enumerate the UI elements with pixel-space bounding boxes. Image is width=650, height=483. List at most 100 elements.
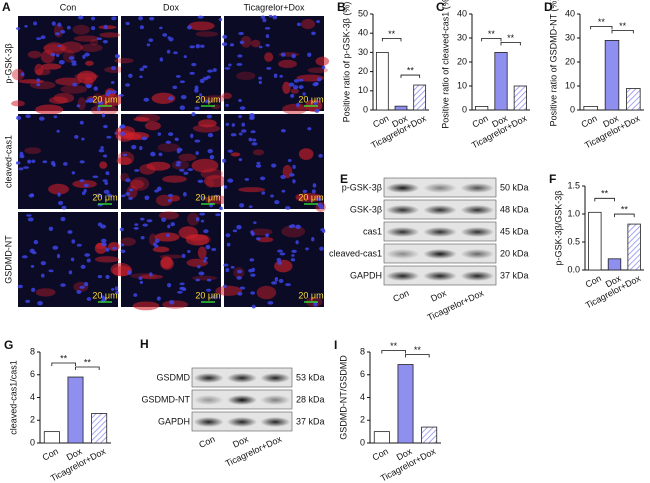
nucleus <box>316 20 320 24</box>
nucleus <box>111 90 117 94</box>
nucleus <box>179 168 185 172</box>
nucleus <box>236 269 243 274</box>
kda-label: 48 kDa <box>500 204 529 214</box>
nucleus <box>146 43 151 47</box>
red-signal <box>24 147 42 155</box>
red-signal <box>97 93 124 107</box>
red-signal <box>48 96 69 105</box>
y-tick-label: 10 <box>457 80 467 90</box>
nucleus <box>111 16 117 21</box>
nucleus <box>311 189 316 194</box>
nucleus <box>125 83 131 87</box>
nucleus <box>175 74 181 78</box>
y-tick-label: 0 <box>360 437 365 447</box>
bar <box>413 84 427 111</box>
nucleus <box>313 101 318 106</box>
protein-label: GSK-3β <box>350 204 382 214</box>
red-signal <box>115 130 134 142</box>
red-signal <box>11 100 25 107</box>
nucleus <box>236 63 243 66</box>
row-label: GSDMD-NT <box>3 235 13 284</box>
blot-band <box>193 417 224 427</box>
red-signal <box>43 42 66 56</box>
nucleus <box>180 94 187 100</box>
nucleus <box>248 268 253 273</box>
nucleus <box>83 183 89 188</box>
y-tick-label: 1.5 <box>567 180 580 190</box>
red-signal <box>34 63 44 76</box>
nucleus <box>274 200 280 205</box>
nucleus <box>83 188 87 193</box>
nucleus <box>168 37 174 42</box>
red-signal <box>238 187 266 193</box>
nucleus <box>111 287 115 291</box>
nucleus <box>293 79 299 83</box>
nucleus <box>236 276 242 280</box>
nucleus <box>92 175 99 179</box>
red-signal <box>72 24 90 35</box>
red-signal <box>315 56 330 66</box>
lane-label: Dox <box>429 288 448 304</box>
significance-bracket <box>75 366 100 371</box>
significance-label: ** <box>84 357 92 367</box>
y-tick-label: 20 <box>565 56 575 66</box>
nucleus <box>77 15 84 20</box>
nucleus <box>206 75 211 79</box>
nucleus <box>84 52 90 57</box>
column-label: Con <box>60 2 77 12</box>
nucleus <box>128 188 134 192</box>
nucleus <box>194 139 201 143</box>
micrograph: 20 μm <box>215 212 326 309</box>
significance-bracket <box>611 30 634 34</box>
bar <box>607 258 622 271</box>
red-signal <box>35 104 64 115</box>
nucleus <box>110 81 115 84</box>
row-label: cleaved-cas1 <box>3 135 13 188</box>
nucleus <box>120 243 125 247</box>
nucleus <box>134 169 140 172</box>
nucleus <box>199 78 205 84</box>
nucleus <box>115 290 119 295</box>
nucleus <box>102 39 108 44</box>
nucleus <box>167 283 172 288</box>
nucleus <box>52 245 59 250</box>
red-signal <box>139 163 156 175</box>
significance-label: ** <box>488 29 496 39</box>
red-signal <box>117 151 135 166</box>
significance-bracket <box>614 213 635 218</box>
nucleus <box>250 273 256 277</box>
bar <box>43 431 60 444</box>
nucleus <box>105 171 110 176</box>
nucleus <box>159 57 164 62</box>
bar <box>394 105 408 111</box>
micrograph: 20 μm <box>15 113 118 210</box>
nucleus <box>318 153 323 158</box>
nucleus <box>207 133 214 138</box>
nucleus <box>189 45 196 49</box>
red-signal <box>126 185 138 199</box>
significance-bracket <box>51 362 76 367</box>
x-tick-label: Con <box>579 113 598 130</box>
nucleus <box>56 54 60 58</box>
nucleus <box>228 63 232 67</box>
nucleus <box>291 249 297 254</box>
nucleus <box>255 164 262 168</box>
blot-band <box>460 227 495 237</box>
nucleus <box>265 233 270 238</box>
red-signal <box>152 246 170 253</box>
blot-band <box>460 205 495 215</box>
nucleus <box>238 158 243 162</box>
nucleus <box>311 237 315 242</box>
red-signal <box>205 195 229 205</box>
y-tick-label: 40 <box>565 8 575 18</box>
nucleus <box>172 85 178 90</box>
nucleus <box>66 25 71 30</box>
nucleus <box>307 52 312 58</box>
nucleus <box>280 129 286 133</box>
nucleus <box>128 196 133 200</box>
red-signal <box>132 301 160 311</box>
nucleus <box>268 14 273 18</box>
y-tick-label: 30 <box>457 32 467 42</box>
nucleus <box>313 81 319 86</box>
nucleus <box>205 244 211 250</box>
